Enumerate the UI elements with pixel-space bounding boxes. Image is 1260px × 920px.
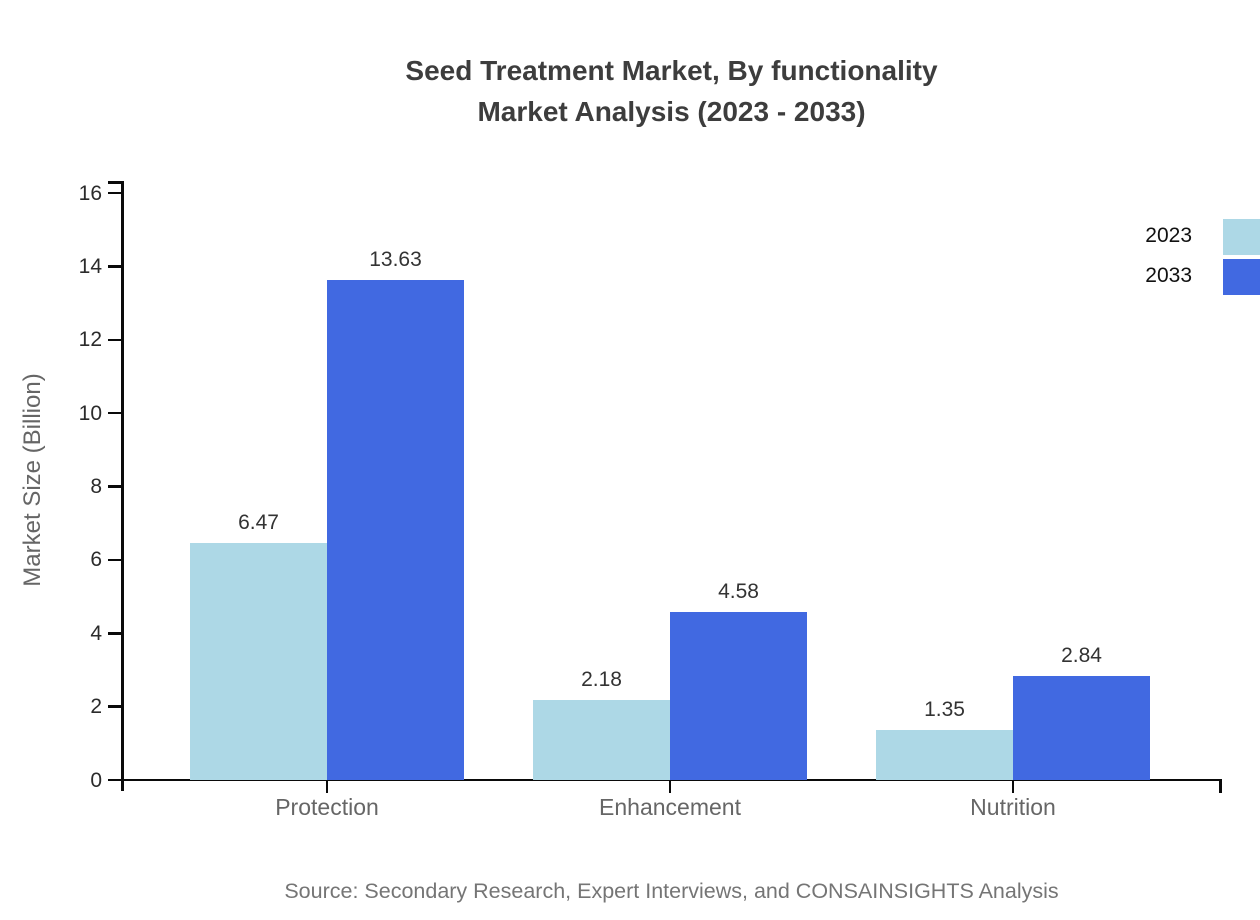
bar-2023-enhancement	[533, 700, 670, 780]
bar-2033-enhancement	[670, 611, 807, 780]
value-label-2033-enhancement: 4.58	[718, 579, 759, 603]
y-tick-label: 10	[78, 401, 102, 425]
y-tick-label: 4	[90, 621, 102, 645]
category-label-nutrition: Nutrition	[970, 794, 1056, 820]
x-tick-mark	[325, 780, 329, 793]
legend-label-2023: 2023	[1145, 224, 1192, 247]
value-label-2033-nutrition: 2.84	[1061, 643, 1102, 667]
y-tick-mark	[108, 632, 122, 635]
legend-label-2033: 2033	[1145, 264, 1192, 287]
bar-2023-nutrition	[876, 730, 1013, 780]
y-tick-label: 16	[78, 181, 102, 205]
bar-2023-protection	[190, 542, 327, 780]
value-label-2023-enhancement: 2.18	[581, 668, 622, 692]
y-tick-mark	[108, 265, 122, 268]
bar-2033-protection	[327, 279, 464, 780]
y-tick-mark	[108, 338, 122, 341]
y-tick-label: 0	[90, 768, 102, 792]
y-tick-label: 14	[78, 254, 102, 278]
y-tick-label: 6	[90, 548, 102, 572]
value-label-2033-protection: 13.63	[369, 247, 422, 271]
y-tick-mark	[108, 778, 122, 782]
y-tick-label: 12	[78, 328, 102, 352]
value-label-2023-nutrition: 1.35	[924, 698, 965, 722]
y-tick-label: 2	[90, 695, 102, 719]
bar-2033-nutrition	[1013, 675, 1150, 780]
y-tick-label: 8	[90, 475, 102, 498]
y-tick-mark	[108, 191, 122, 195]
legend-swatch-2033	[1223, 259, 1260, 295]
x-tick-mark	[668, 780, 672, 793]
y-tick-mark	[108, 705, 122, 708]
category-label-protection: Protection	[275, 794, 379, 820]
value-label-2023-protection: 6.47	[238, 510, 279, 534]
legend-swatch-2023	[1223, 219, 1260, 255]
y-tick-mark	[108, 558, 122, 562]
y-axis-line	[121, 181, 124, 791]
x-axis-end-tick	[1219, 778, 1222, 793]
y-tick-mark	[108, 485, 122, 488]
chart-title-line2: Market Analysis (2023 - 2033)	[477, 96, 866, 127]
chart-title: Seed Treatment Market, By functionality …	[122, 50, 1221, 132]
category-label-enhancement: Enhancement	[599, 794, 741, 820]
chart-title-line1: Seed Treatment Market, By functionality	[405, 55, 938, 86]
y-tick-mark	[108, 411, 122, 415]
x-tick-mark	[1011, 780, 1015, 793]
source-note: Source: Secondary Research, Expert Inter…	[284, 879, 1059, 903]
y-axis-end-tick	[108, 181, 122, 184]
